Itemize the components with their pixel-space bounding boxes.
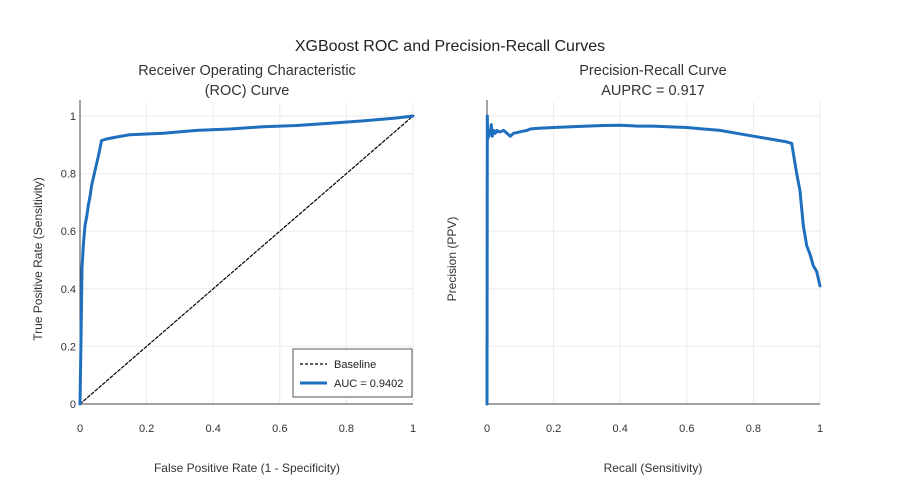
roc-x-tick-label: 0.4 [206,423,221,435]
roc-series-line-1 [78,114,415,406]
pr-ticks: 0 0.2 0.4 0.6 0.8 1 [484,423,823,435]
roc-y-axis-label: True Positive Rate (Sensitivity) [31,177,45,341]
roc-x-tick-label: 0.8 [339,423,354,435]
roc-x-tick-label: 0.6 [272,423,287,435]
roc-y-tick-label: 0.6 [61,226,76,238]
figure-title: XGBoost ROC and Precision-Recall Curves [295,38,605,55]
roc-legend-auc-label: AUC = 0.9402 [334,378,403,390]
roc-y-tick-label: 0.2 [61,341,76,353]
roc-x-axis-label: False Positive Rate (1 - Specificity) [154,461,340,475]
roc-legend-box [292,348,413,398]
roc-x-tick-label: 0.2 [139,423,154,435]
roc-x-tick-label: 1 [410,423,416,435]
pr-x-tick-label: 0.6 [679,423,694,435]
pr-x-tick-label: 0 [484,423,490,435]
pr-title-line1: Precision-Recall Curve [579,63,726,79]
pr-title-line2: AUPRC = 0.917 [601,83,705,99]
roc-title-line2: (ROC) Curve [205,83,290,99]
roc-y-tick-label: 1 [70,111,76,123]
pr-y-axis-label: Precision (PPV) [445,217,459,302]
roc-x-tick-label: 0 [77,423,83,435]
pr-series [485,114,822,406]
pr-x-tick-label: 0.8 [746,423,761,435]
pr-series-line-0 [485,114,822,406]
pr-x-tick-label: 0.4 [613,423,628,435]
roc-legend: Baseline AUC = 0.9402 [292,348,413,398]
pr-grid [487,102,821,404]
roc-y-tick-label: 0 [70,399,76,411]
roc-legend-baseline-label: Baseline [334,359,376,371]
roc-ticks: 0 0.2 0.4 0.6 0.8 1 0 0.2 0.4 0.6 0.8 1 [61,111,416,435]
roc-grid [80,102,414,404]
pr-axes [486,100,820,405]
roc-series [78,114,415,406]
pr-x-tick-label: 1 [817,423,823,435]
roc-y-tick-label: 0.8 [61,169,76,181]
pr-x-tick-label: 0.2 [546,423,561,435]
roc-chart: Receiver Operating Characteristic (ROC) … [31,63,416,475]
roc-series-line-0 [79,115,414,405]
pr-chart: Precision-Recall Curve AUPRC = 0.917 0 0.… [445,63,823,475]
roc-y-tick-label: 0.4 [61,284,76,296]
pr-x-axis-label: Recall (Sensitivity) [604,461,703,475]
roc-title-line1: Receiver Operating Characteristic [138,63,356,79]
